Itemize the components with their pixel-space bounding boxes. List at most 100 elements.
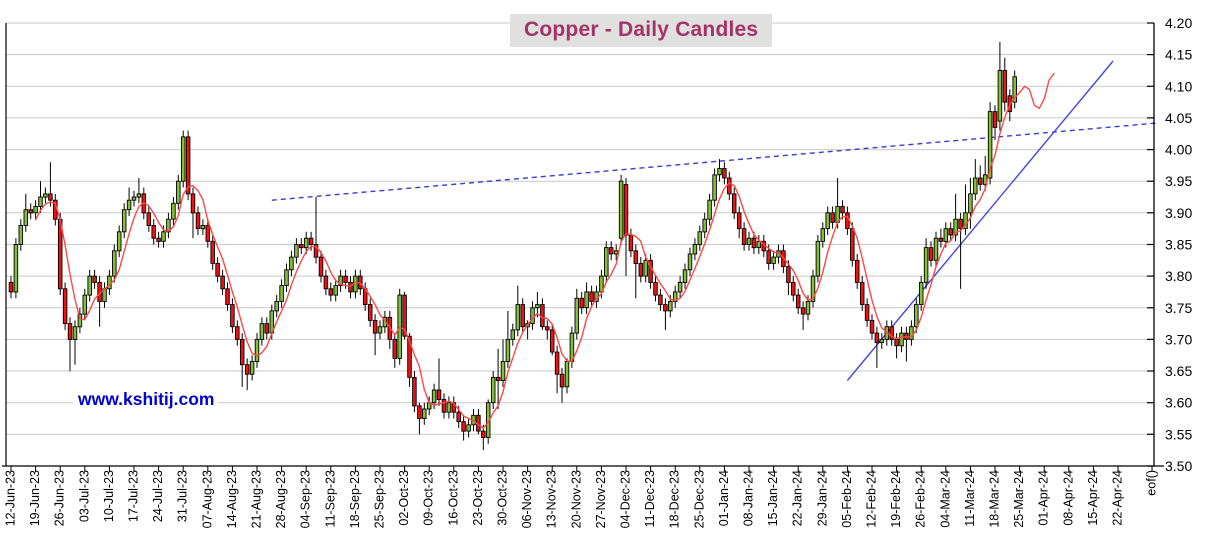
- x-tick-label: 08-Jan-24: [742, 470, 756, 526]
- candle: [574, 297, 580, 334]
- candle: [289, 256, 294, 271]
- candle: [943, 228, 949, 242]
- x-tick-label: 16-Oct-23: [446, 470, 460, 526]
- candle: [461, 421, 466, 432]
- candle: [668, 300, 673, 312]
- candle: [722, 168, 727, 179]
- y-tick-label: 4.10: [1165, 78, 1192, 94]
- candle: [948, 228, 953, 236]
- candle: [107, 275, 112, 290]
- y-tick-label: 3.95: [1165, 173, 1192, 189]
- candle: [318, 256, 324, 277]
- candle: [210, 240, 215, 264]
- candle: [8, 281, 14, 293]
- candle: [692, 244, 698, 255]
- x-tick-label: 26-Feb-24: [914, 470, 928, 528]
- x-tick-label: 05-Feb-24: [840, 470, 854, 528]
- candle: [766, 250, 771, 264]
- candle: [166, 218, 171, 233]
- candle: [121, 209, 127, 233]
- y-tick-label: 3.70: [1165, 331, 1192, 347]
- x-tick-label: eof(): [1145, 470, 1159, 496]
- candle: [963, 212, 968, 230]
- candle: [584, 291, 589, 309]
- candle: [431, 389, 437, 404]
- candle: [840, 206, 845, 214]
- candle: [112, 250, 117, 277]
- y-tick-label: 3.60: [1165, 395, 1192, 411]
- candle: [1002, 70, 1008, 103]
- candle: [249, 361, 255, 375]
- candle: [874, 332, 880, 344]
- candle: [446, 402, 452, 413]
- candle: [171, 202, 176, 220]
- candle: [126, 199, 132, 211]
- x-tick-label: 02-Oct-23: [397, 470, 411, 526]
- candle: [653, 281, 658, 296]
- candle: [599, 275, 604, 293]
- candle: [116, 231, 122, 252]
- x-tick-label: 15-Jan-24: [766, 470, 780, 526]
- candle: [259, 323, 265, 340]
- x-tick-label: 30-Oct-23: [496, 470, 510, 526]
- x-tick-label: 22-Jan-24: [791, 470, 805, 526]
- candle: [756, 240, 762, 249]
- candle: [697, 231, 703, 245]
- candle: [968, 193, 973, 214]
- candle: [299, 244, 304, 249]
- x-tick-label: 04-Dec-23: [619, 470, 633, 528]
- candle: [638, 263, 644, 277]
- candle: [540, 304, 545, 328]
- candle: [308, 237, 314, 245]
- y-tick-label: 4.15: [1165, 47, 1192, 63]
- candle: [604, 247, 609, 277]
- grid-layer: [6, 22, 1154, 435]
- candle: [800, 307, 806, 315]
- x-tick-label: 25-Sep-23: [373, 470, 387, 528]
- candle: [677, 281, 683, 293]
- y-tick-label: 3.65: [1165, 363, 1192, 379]
- candle: [663, 304, 668, 312]
- candle: [343, 275, 348, 283]
- x-tick-label: 11-Sep-23: [323, 470, 337, 527]
- candle: [87, 275, 92, 296]
- candle: [244, 364, 250, 375]
- x-tick-label: 09-Oct-23: [422, 470, 436, 526]
- candle: [815, 240, 821, 277]
- candle: [481, 430, 486, 438]
- candle: [466, 424, 471, 432]
- candle: [820, 228, 826, 242]
- candle: [549, 329, 555, 353]
- candles-layer: [8, 42, 1017, 451]
- candle: [643, 259, 648, 277]
- candle: [613, 250, 619, 255]
- candle: [751, 237, 757, 249]
- x-tick-label: 19-Jun-23: [28, 470, 42, 526]
- candle: [712, 174, 717, 201]
- x-tick-label: 11-Dec-23: [643, 470, 657, 527]
- y-tick-label: 3.75: [1165, 300, 1192, 316]
- candle: [899, 332, 904, 347]
- candle: [205, 225, 211, 242]
- candle: [412, 376, 417, 407]
- candle: [864, 304, 870, 321]
- candle: [879, 338, 885, 344]
- candle: [28, 209, 33, 214]
- candle: [136, 193, 142, 198]
- candle: [727, 177, 732, 195]
- candle: [633, 250, 639, 264]
- candle: [156, 237, 161, 242]
- candle: [185, 136, 191, 195]
- candle: [392, 338, 398, 359]
- candle: [918, 281, 924, 305]
- candle: [490, 376, 496, 404]
- candle: [741, 228, 747, 245]
- y-tick-label: 3.50: [1165, 458, 1192, 474]
- candle: [195, 212, 201, 230]
- x-tick-label: 12-Jun-23: [4, 470, 18, 526]
- candle: [161, 231, 166, 242]
- candle: [845, 212, 850, 230]
- candle: [441, 399, 447, 413]
- candle: [23, 209, 29, 226]
